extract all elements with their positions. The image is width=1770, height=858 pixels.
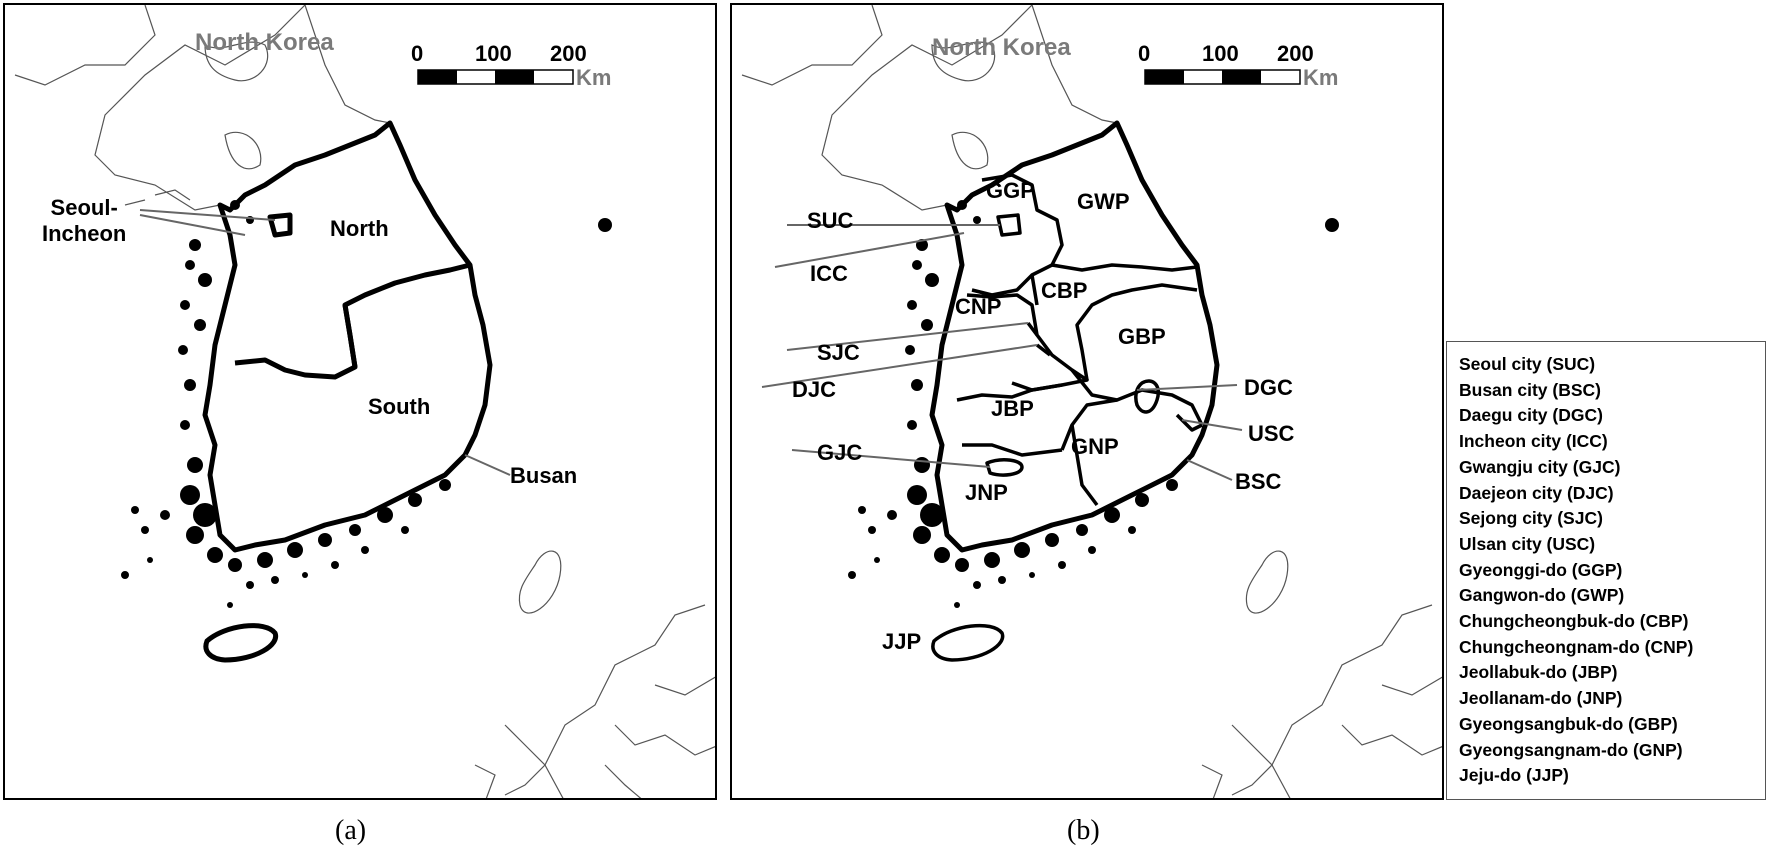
scale-bar	[1144, 69, 1301, 85]
scale-tick-0: 0	[1138, 41, 1151, 66]
legend-item: Daejeon city (DJC)	[1459, 482, 1614, 503]
legend-item: Jeju-do (JJP)	[1459, 765, 1569, 786]
map-panel-a: North Korea Seoul- Incheon North South B…	[3, 3, 717, 800]
scale-tick-100: 100	[1202, 41, 1239, 66]
cbp-label: CBP	[1041, 278, 1088, 303]
busan-label: Busan	[510, 463, 578, 488]
north-korea-label: North Korea	[195, 29, 334, 56]
gbp-label: GBP	[1118, 324, 1166, 349]
legend-item: Gyeonggi-do (GGP)	[1459, 559, 1623, 580]
sjc-label: SJC	[817, 340, 860, 365]
legend-item: Seoul city (SUC)	[1459, 354, 1596, 374]
korea-boundary	[929, 120, 1220, 553]
usc-label: USC	[1248, 421, 1295, 446]
legend-item: Daegu city (DGC)	[1459, 405, 1603, 426]
suc-label: SUC	[807, 208, 854, 233]
jnp-label: JNP	[965, 480, 1008, 505]
legend-item: Jeollanam-do (JNP)	[1459, 688, 1623, 709]
caption-b: (b)	[1067, 815, 1100, 846]
neighbor-outlines	[14, 5, 715, 798]
north-korea-label: North Korea	[932, 34, 1071, 61]
legend-item: Chungcheongbuk-do (CBP)	[1459, 611, 1689, 632]
scale-tick-100: 100	[475, 41, 512, 66]
province-boundaries	[931, 173, 1204, 662]
legend-item: Sejong city (SJC)	[1459, 508, 1603, 529]
islands	[121, 200, 612, 608]
gnp-label: GNP	[1071, 434, 1119, 459]
korea-boundary	[202, 120, 493, 663]
leader-lines	[139, 209, 511, 476]
leader-lines	[761, 224, 1243, 481]
legend-box: Seoul city (SUC) Busan city (BSC) Daegu ci…	[1446, 341, 1766, 800]
legend-item: Chungcheongnam-do (CNP)	[1459, 636, 1694, 657]
map-panel-b: North Korea SUC ICC SJC DJC GJC JJP GGP …	[730, 3, 1444, 800]
djc-label: DJC	[792, 377, 837, 402]
map-a-drawing	[14, 5, 715, 798]
dgc-label: DGC	[1244, 375, 1293, 400]
islands	[848, 200, 1339, 608]
ggp-label: GGP	[986, 178, 1035, 203]
neighbor-outlines	[741, 5, 1442, 798]
south-region-label: South	[368, 394, 431, 419]
jbp-label: JBP	[991, 396, 1034, 421]
legend-item: Gyeongsangbuk-do (GBP)	[1459, 713, 1678, 734]
scale-tick-200: 200	[550, 41, 587, 66]
legend-item: Gyeongsangnam-do (GNP)	[1459, 739, 1683, 760]
legend-item: Gwangju city (GJC)	[1459, 456, 1621, 477]
icc-label: ICC	[810, 261, 848, 286]
seoul-incheon-label: Seoul- Incheon	[42, 195, 127, 246]
scale-unit: Km	[576, 65, 612, 90]
scale-bar	[417, 69, 574, 85]
legend-item: Gangwon-do (GWP)	[1459, 585, 1625, 606]
gjc-label: GJC	[817, 440, 863, 465]
bsc-label: BSC	[1235, 469, 1282, 494]
legend-item: Jeollabuk-do (JBP)	[1459, 662, 1618, 683]
scale-tick-200: 200	[1277, 41, 1314, 66]
caption-a: (a)	[335, 815, 367, 846]
legend-item: Busan city (BSC)	[1459, 379, 1601, 400]
legend-item: Ulsan city (USC)	[1459, 533, 1596, 554]
north-region-label: North	[330, 216, 389, 241]
gwp-label: GWP	[1077, 189, 1130, 214]
legend-item: Incheon city (ICC)	[1459, 431, 1608, 452]
map-b-drawing	[741, 5, 1442, 798]
scale-tick-0: 0	[411, 41, 424, 66]
scale-unit: Km	[1303, 65, 1339, 90]
jjp-label: JJP	[882, 629, 922, 654]
cnp-label: CNP	[955, 294, 1002, 319]
